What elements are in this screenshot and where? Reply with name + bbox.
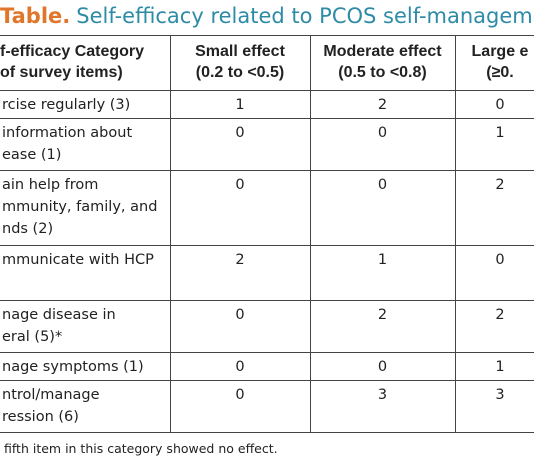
cell-line: information about [2,125,133,141]
header-cell: Moderate effect (0.5 to <0.8) [310,41,455,83]
value-cell: 0 [495,97,505,113]
cell-line: eral (5)* [2,329,63,345]
value-cell: 1 [235,97,245,113]
category-cell: nage symptoms (1) [2,356,144,378]
row-line [0,170,534,171]
footnote: fifth item in this category showed no ef… [4,441,278,456]
category-cell: ntrol/manage ression (6) [2,384,100,428]
row-line [0,432,534,433]
value-cell: 0 [235,359,245,375]
value-cell: 0 [377,359,388,375]
cell-line: rcise regularly (3) [2,97,131,113]
value-cell: 0 [377,177,388,193]
cell-line: (0.5 to <0.8) [338,64,427,81]
value-cell: 0 [495,252,505,268]
cell-line: nage disease in [2,307,116,323]
header-cell: f-efficacy Category of survey items) [0,41,170,83]
cell-line: (≥0. [486,64,514,81]
category-cell: mmunicate with HCP [2,249,154,271]
cell-line: mmunity, family, and [2,199,158,215]
value-cell: 2 [377,97,388,113]
category-cell: ain help from mmunity, family, and nds (2) [2,174,157,240]
row-line [0,352,534,353]
cell-line: Large e [471,43,529,60]
cell-line: ntrol/manage [2,387,100,403]
value-cell: 0 [235,125,245,141]
category-cell: nage disease in eral (5)* [2,304,116,348]
value-cell: 2 [495,177,505,193]
cell-line: f-efficacy Category [0,43,145,60]
row-line [0,245,534,246]
value-cell: 2 [377,307,388,323]
category-cell: rcise regularly (3) [2,94,130,116]
title-text: Self-efficacy related to PCOS self-manag… [76,4,534,28]
row-line [0,300,534,301]
title-label: Table. [0,4,71,28]
value-cell: 0 [235,177,245,193]
cell-line: Moderate effect [323,43,442,60]
value-cell: 3 [495,387,505,403]
col-line [310,35,311,432]
category-cell: information about ease (1) [2,122,132,166]
value-cell: 2 [495,307,505,323]
cell-line: ease (1) [2,147,62,163]
value-cell: 0 [235,387,245,403]
value-cell: 0 [377,125,388,141]
value-cell: 1 [377,252,388,268]
row-line [0,35,534,36]
value-cell: 3 [377,387,388,403]
cell-line: Small effect [195,43,285,60]
col-line [170,35,171,432]
cell-line: ression (6) [2,409,79,425]
header-cell: Small effect (0.2 to <0.5) [170,41,310,83]
row-line [0,90,534,91]
cell-line: ain help from [2,177,99,193]
cell-line: mmunicate with HCP [2,252,154,268]
cell-line: nds (2) [2,221,54,237]
value-cell: 1 [495,125,505,141]
cell-line: of survey items) [0,64,123,81]
value-cell: 0 [235,307,245,323]
cell-line: nage symptoms (1) [2,359,144,375]
header-cell: Large e (≥0. [455,41,534,83]
cell-line: (0.2 to <0.5) [195,64,285,81]
title: Table. Self-efficacy related to PCOS self… [0,4,534,28]
value-cell: 2 [235,252,245,268]
row-line [0,380,534,381]
row-line [0,118,534,119]
value-cell: 1 [495,359,505,375]
col-line [455,35,456,432]
